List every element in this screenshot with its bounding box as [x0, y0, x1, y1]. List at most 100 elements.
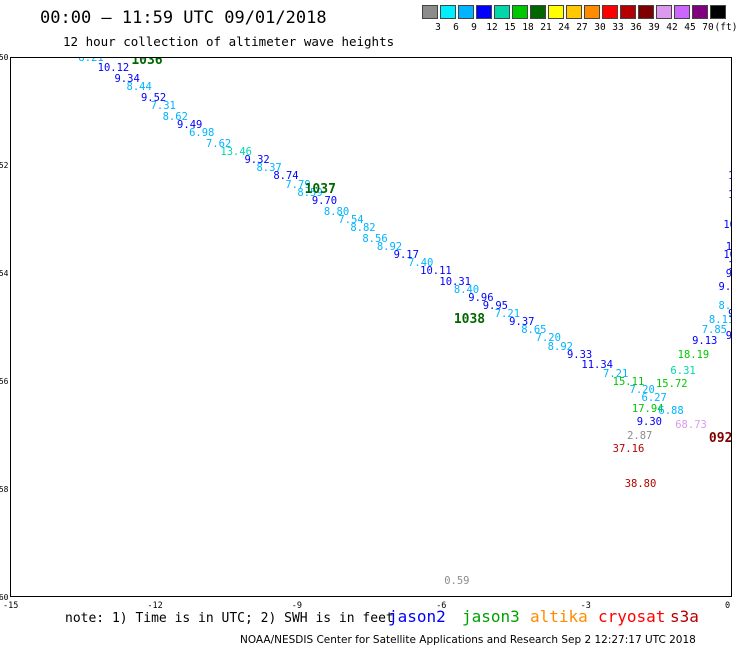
legend-label: 36	[630, 22, 642, 33]
satellite-jason2: jason2	[388, 607, 446, 626]
wave-height-value: 9.17	[393, 248, 419, 261]
y-tick-label: -52	[0, 161, 9, 170]
wave-height-value: 8.11	[708, 313, 732, 326]
legend-label: 30	[594, 22, 606, 33]
legend-label: 18	[522, 22, 534, 33]
y-tick-label: -60	[0, 593, 9, 602]
x-tick-label: -3	[580, 601, 591, 611]
wave-height-value: 9.32	[244, 154, 270, 167]
wave-height-value: 9.13	[692, 335, 718, 348]
wave-height-value: 7.79	[285, 178, 311, 191]
wave-height-value: 9.96	[468, 291, 494, 304]
satellite-jason3: jason3	[462, 607, 520, 626]
satellite-cryosat: cryosat	[598, 607, 666, 626]
wave-height-value: 10.60	[728, 171, 731, 182]
wave-height-value: 10.00	[728, 260, 731, 272]
wave-height-value: 9.70	[311, 194, 338, 207]
wave-height-value: 9.52	[140, 92, 167, 105]
wave-height-value: 6.98	[189, 127, 215, 140]
wave-height-value: 11.33	[731, 139, 732, 150]
legend-label: 45	[684, 22, 696, 33]
wave-height-value: 10.12	[97, 62, 130, 75]
wave-height-value: 13.46	[220, 146, 252, 159]
wave-height-value: 37.16	[612, 443, 645, 456]
wave-height-value: 9.95	[482, 300, 508, 312]
wave-height-value: 11.34	[581, 359, 613, 372]
wave-height-value: 10.31	[439, 275, 471, 288]
wave-height-value: 7.20	[629, 383, 655, 396]
legend-swatch	[548, 5, 564, 19]
wave-height-value: 10.89	[728, 190, 731, 201]
legend-swatch	[440, 5, 456, 19]
wave-height-value: 9.34	[114, 73, 140, 86]
wave-height-value: 10.30	[731, 290, 732, 301]
wave-height-value: 6.88	[658, 405, 684, 418]
wave-height-value: 8.80	[323, 205, 350, 218]
x-tick-label: -12	[147, 601, 163, 611]
legend-label: 3	[435, 22, 441, 33]
legend-swatch	[476, 5, 492, 19]
legend-label: 27	[576, 22, 588, 33]
wave-height-value: 0.59	[444, 575, 470, 588]
wave-height-value: 9.77	[725, 267, 732, 280]
wave-height-value: 8.92	[376, 240, 403, 253]
legend-swatch	[656, 5, 672, 19]
satellite-s3a: s3a	[670, 607, 699, 626]
x-tick-label: 0	[725, 601, 731, 611]
wave-height-value: 7.20	[535, 332, 561, 345]
wave-height-value: 7.31	[150, 100, 176, 113]
legend-swatch	[422, 5, 438, 19]
y-tick-label: -58	[0, 485, 9, 494]
wave-height-value: 2.87	[627, 429, 653, 442]
wave-height-value: 11.83	[731, 152, 732, 164]
satellite-altika: altika	[530, 607, 588, 626]
pass-time-label: 0925	[708, 430, 732, 446]
wave-height-value: 9.51	[718, 281, 732, 294]
legend-label: 33	[612, 22, 624, 33]
legend-swatch	[710, 5, 726, 19]
legend-label: 39	[648, 22, 660, 33]
x-tick-label: -9	[291, 601, 303, 611]
y-tick-label: -50	[0, 53, 9, 62]
map-title: 00:00 — 11:59 UTC 09/01/2018	[40, 8, 327, 28]
wave-height-value: 8.62	[162, 111, 188, 123]
x-tick-label: -15	[3, 601, 19, 611]
wave-height-value: 10.11	[420, 264, 452, 277]
wave-height-value: 9.97	[731, 319, 732, 331]
wave-height-value: 15.11	[612, 375, 645, 388]
wave-height-value: 8.59	[297, 186, 323, 199]
wave-height-value: 7.62	[205, 138, 232, 150]
wave-height-value: 8.37	[256, 162, 282, 175]
wave-height-value: 8.82	[350, 221, 376, 234]
legend-swatch	[602, 5, 618, 19]
y-tick-label: -54	[0, 269, 9, 278]
wave-height-value: 9.33	[566, 348, 593, 361]
legend-label: 15	[504, 22, 516, 33]
wave-height-value: 7.40	[408, 256, 434, 269]
wave-height-value: 9.28	[725, 329, 732, 342]
footer-note: note: 1) Time is in UTC; 2) SWH is in fe…	[65, 611, 394, 626]
wave-height-value: 7.85	[701, 324, 727, 337]
legend-swatch	[674, 5, 690, 19]
pass-time-label: 1036	[131, 57, 163, 68]
credit-line: NOAA/NESDIS Center for Satellite Applica…	[240, 634, 696, 646]
legend-swatch	[494, 5, 510, 19]
wave-height-value: 9.50	[728, 309, 731, 320]
legend-swatch	[458, 5, 474, 19]
wave-height-value: 8.21	[78, 57, 104, 64]
pass-time-label: 1038	[453, 311, 486, 327]
map-subtitle: 12 hour collection of altimeter wave hei…	[63, 34, 395, 49]
legend-label: 70	[702, 22, 714, 33]
legend-label: 42	[666, 22, 678, 33]
wave-height-value: 38.80	[624, 478, 657, 491]
wave-height-value: 17.94	[631, 402, 664, 415]
legend-swatch	[620, 5, 636, 19]
wave-height-value: 7.54	[338, 213, 364, 226]
legend-swatch	[566, 5, 582, 19]
wave-height-value: 10.07	[723, 219, 731, 231]
legend-label: 12	[486, 22, 498, 33]
legend-label: (ft)	[714, 22, 738, 33]
plot-area: 8.21 10.12 9.34 8.44 9.52 7.31 8.62 9.49 6.98 7.6…	[10, 57, 732, 597]
legend-label: 24	[558, 22, 570, 33]
x-tick-label: -6	[436, 601, 447, 611]
